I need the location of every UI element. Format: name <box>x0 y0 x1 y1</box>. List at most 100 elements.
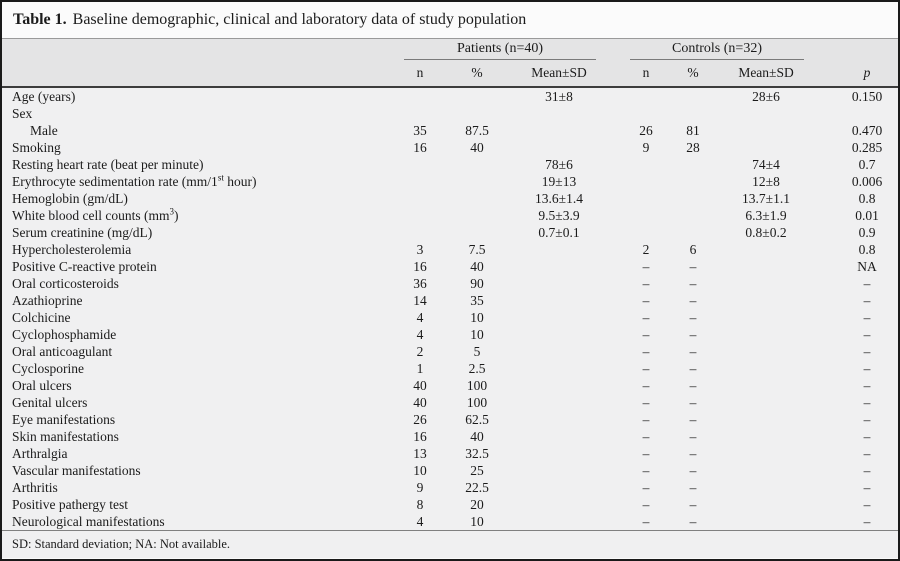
row-label: Age (years) <box>12 88 76 104</box>
controls-pct-cell: – <box>689 309 697 325</box>
patients-n-cell <box>388 87 452 105</box>
p-value-cell: 0.01 <box>855 207 879 223</box>
row-label: Neurological manifestations <box>12 513 165 529</box>
patients-mean-cell <box>502 411 616 428</box>
patients-pct-cell <box>452 105 502 122</box>
patients-n-cell <box>388 173 452 190</box>
empty-header-cell <box>822 39 898 61</box>
row-label: Positive C-reactive protein <box>12 258 157 274</box>
p-value-cell: – <box>863 428 871 444</box>
patients-n-cell: 4 <box>416 513 424 529</box>
controls-pct-cell: – <box>689 479 697 495</box>
row-label: Hemoglobin (gm/dL) <box>12 190 128 206</box>
patients-mean-cell <box>502 241 616 258</box>
row-label: Arthritis <box>12 479 58 495</box>
controls-n-cell: – <box>642 258 650 274</box>
row-label: Colchicine <box>12 309 71 325</box>
p-value-cell: 0.285 <box>851 139 883 155</box>
p-value-cell: – <box>863 479 871 495</box>
controls-n-cell: – <box>642 462 650 478</box>
controls-pct-cell: 6 <box>689 241 697 257</box>
patients-mean-cell <box>502 360 616 377</box>
controls-pct-cell: 81 <box>686 122 700 138</box>
row-label: Smoking <box>12 139 61 155</box>
controls-mean-cell: 28±6 <box>752 88 780 104</box>
controls-pct-cell: – <box>689 360 697 376</box>
patients-pct-cell: 7.5 <box>468 241 486 257</box>
table-row: Resting heart rate (beat per minute) 78±6… <box>2 156 898 173</box>
row-label: Skin manifestations <box>12 428 119 444</box>
patients-group-header: Patients (n=40) <box>388 39 616 61</box>
controls-pct-cell: – <box>689 411 697 427</box>
table-title-text: Baseline demographic, clinical and labor… <box>72 11 527 28</box>
controls-n-cell: – <box>642 360 650 376</box>
controls-n-cell <box>616 207 676 224</box>
p-value-cell <box>822 105 898 122</box>
controls-pct-cell <box>676 87 710 105</box>
controls-n-cell <box>616 173 676 190</box>
controls-pct-cell: – <box>689 394 697 410</box>
controls-pct-cell: – <box>689 275 697 291</box>
patients-n-cell <box>388 156 452 173</box>
p-value-cell: 0.470 <box>851 122 883 138</box>
patients-pct-cell: 5 <box>473 343 481 359</box>
patients-mean-cell: 9.5±3.9 <box>538 207 580 223</box>
controls-pct-cell <box>676 156 710 173</box>
table-row: Oral ulcers 40 100 – – – <box>2 377 898 394</box>
p-value-cell: 0.7 <box>858 156 876 172</box>
patients-mean-cell <box>502 139 616 156</box>
patients-mean-cell: 0.7±0.1 <box>538 224 580 240</box>
row-label: Eye manifestations <box>12 411 116 427</box>
patients-n-cell: 10 <box>413 462 427 478</box>
controls-mean-cell <box>710 105 822 122</box>
patients-n-cell: 16 <box>413 428 427 444</box>
controls-mean-cell <box>710 326 822 343</box>
controls-mean-cell <box>710 445 822 462</box>
patients-n-cell <box>388 224 452 241</box>
patients-pct-cell: 100 <box>466 394 488 410</box>
patients-mean-cell: 19±13 <box>541 173 577 189</box>
controls-mean-cell <box>710 428 822 445</box>
controls-mean-cell <box>710 479 822 496</box>
row-label: Positive pathergy test <box>12 496 128 512</box>
patients-pct-cell: 87.5 <box>465 122 489 138</box>
table-row: Arthritis 9 22.5 – – – <box>2 479 898 496</box>
patients-mean-header: Mean±SD <box>531 65 587 80</box>
patients-n-cell: 40 <box>413 377 427 393</box>
controls-n-cell: – <box>642 343 650 359</box>
patients-mean-cell <box>502 292 616 309</box>
patients-n-cell: 40 <box>413 394 427 410</box>
p-value-cell: – <box>863 377 871 393</box>
controls-n-cell: – <box>642 292 650 308</box>
row-label: Serum creatinine (mg/dL) <box>12 224 153 240</box>
table-row: Cyclosporine 1 2.5 – – – <box>2 360 898 377</box>
row-label: Genital ulcers <box>12 394 88 410</box>
patients-n-header: n <box>416 65 424 80</box>
patients-n-cell: 8 <box>416 496 424 512</box>
patients-n-cell: 2 <box>416 343 424 359</box>
p-value-cell: 0.9 <box>858 224 876 240</box>
superscript: st <box>217 172 224 182</box>
patients-group-label: Patients (n=40) <box>404 41 596 60</box>
table-row: Serum creatinine (mg/dL) 0.7±0.1 0.8±0.2 0.… <box>2 224 898 241</box>
p-value-cell: – <box>863 343 871 359</box>
controls-pct-header: % <box>687 65 699 80</box>
controls-pct-cell: – <box>689 496 697 512</box>
p-value-cell: – <box>863 445 871 461</box>
row-label: Hypercholesterolemia <box>12 241 132 257</box>
controls-pct-cell <box>676 105 710 122</box>
controls-pct-cell: – <box>689 326 697 342</box>
patients-mean-cell: 78±6 <box>545 156 573 172</box>
controls-pct-cell: – <box>689 258 697 274</box>
row-label: Erythrocyte sedimentation rate (mm/1st h… <box>12 172 257 189</box>
patients-mean-cell <box>502 275 616 292</box>
p-value-cell: 0.8 <box>858 241 876 257</box>
patients-mean-cell <box>502 394 616 411</box>
table-row: Smoking 16 40 9 28 0.285 <box>2 139 898 156</box>
patients-mean-cell <box>502 122 616 139</box>
patients-pct-cell: 10 <box>470 309 484 325</box>
controls-pct-cell: – <box>689 343 697 359</box>
controls-mean-cell <box>710 411 822 428</box>
patients-pct-cell: 35 <box>470 292 484 308</box>
row-label: Azathioprine <box>12 292 83 308</box>
